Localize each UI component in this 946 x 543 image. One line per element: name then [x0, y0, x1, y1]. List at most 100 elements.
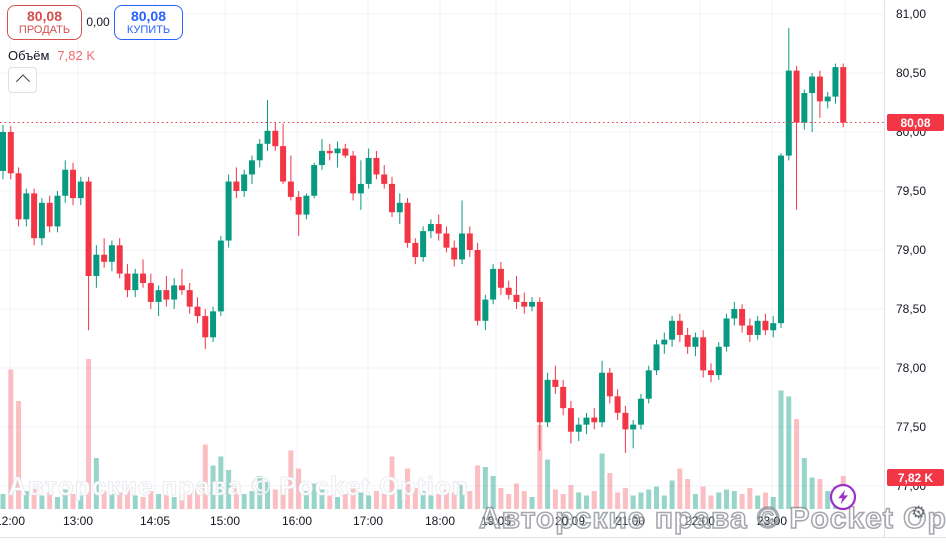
- candle-body: [529, 301, 536, 307]
- volume-bar: [529, 497, 535, 509]
- volume-bar: [124, 489, 130, 509]
- candle-body: [404, 202, 411, 243]
- time-axis-label: 16:00: [282, 514, 312, 528]
- gear-icon[interactable]: ⚙: [911, 503, 927, 522]
- time-axis-label: 19:05: [481, 514, 511, 528]
- volume-bar: [373, 491, 379, 509]
- candle-body: [653, 344, 660, 371]
- volume-bar: [8, 369, 14, 509]
- candle-body: [606, 372, 613, 397]
- time-axis-label: 20:09: [555, 514, 585, 528]
- volume-bar: [86, 359, 92, 509]
- volume-bar: [249, 491, 255, 509]
- candle-body: [816, 76, 823, 102]
- volume-bar: [568, 485, 574, 509]
- candle-body: [31, 193, 38, 239]
- volume-bar: [47, 492, 53, 509]
- candle-body: [241, 174, 248, 191]
- volume-bar: [801, 458, 807, 509]
- volume-bar: [677, 468, 683, 509]
- candle-body: [840, 67, 847, 123]
- volume-bar: [296, 468, 302, 509]
- candle-body: [552, 379, 559, 387]
- candle-body: [731, 309, 738, 319]
- price-axis-label: 78,50: [896, 302, 926, 316]
- candle-body: [272, 130, 279, 147]
- volume-bar: [607, 473, 613, 509]
- volume-bar: [39, 495, 45, 509]
- volume-bar: [762, 492, 768, 509]
- volume-bar: [405, 468, 411, 509]
- candle-body: [124, 273, 131, 291]
- candle-body: [155, 290, 162, 302]
- candle-body: [210, 311, 217, 338]
- volume-bar: [218, 456, 224, 509]
- candle-body: [54, 195, 61, 227]
- volume-bar: [724, 489, 730, 509]
- sell-button[interactable]: 80,08 ПРОДАТЬ: [7, 5, 82, 40]
- volume-bar: [490, 476, 496, 509]
- candle-body: [77, 181, 84, 199]
- candle-body: [645, 370, 652, 399]
- candle-body: [583, 417, 590, 425]
- volume-bar: [794, 419, 800, 509]
- volume-badge-value: 7,82 K: [898, 471, 934, 485]
- volume-bar: [179, 494, 185, 509]
- candle-body: [389, 183, 395, 213]
- volume-bar: [475, 465, 481, 509]
- volume-bar: [443, 489, 449, 509]
- volume-bar: [591, 491, 597, 509]
- volume-bar: [747, 488, 753, 509]
- volume-bar: [265, 482, 271, 509]
- candle-body: [225, 181, 232, 241]
- current-price-badge-value: 80,08: [900, 116, 930, 130]
- volume-bar: [62, 489, 68, 509]
- candle-body: [15, 173, 22, 220]
- lightning-icon[interactable]: [829, 483, 857, 516]
- candle-body: [248, 160, 255, 175]
- candle-body: [46, 202, 53, 227]
- candle-body: [396, 202, 403, 213]
- candle-body: [70, 169, 77, 199]
- volume-bar: [233, 488, 239, 509]
- volume-bar: [78, 495, 84, 509]
- candle-body: [93, 254, 100, 276]
- candle-body: [793, 70, 800, 123]
- time-axis-label: 13:00: [63, 514, 93, 528]
- candle-body: [311, 165, 318, 196]
- price-axis-label: 81,00: [896, 7, 926, 21]
- candle-body: [451, 247, 458, 260]
- volume-bar: [23, 491, 29, 509]
- candle-body: [599, 372, 606, 423]
- candle-body: [357, 183, 364, 194]
- volume-bar: [545, 459, 551, 509]
- candle-body: [443, 233, 450, 248]
- volume-bar: [358, 492, 364, 509]
- volume-bar: [226, 470, 232, 509]
- candle-body: [630, 424, 637, 430]
- candle-body: [497, 268, 504, 288]
- volume-bar: [786, 396, 792, 509]
- candle-body: [108, 245, 115, 262]
- volume-bar: [599, 453, 605, 509]
- volume-bar: [716, 492, 722, 509]
- candle-body: [365, 157, 372, 184]
- volume-bar: [739, 494, 745, 509]
- buy-button[interactable]: 80,08 КУПИТЬ: [114, 5, 183, 40]
- candle-body: [521, 301, 528, 307]
- time-axis-label: 22:00: [685, 514, 715, 528]
- payout-value: 0,00: [86, 15, 110, 29]
- sell-label: ПРОДАТЬ: [18, 24, 71, 37]
- candle-body: [513, 294, 520, 302]
- candle-body: [762, 320, 769, 331]
- candle-body: [723, 318, 730, 347]
- buy-price: 80,08: [130, 8, 167, 25]
- candle-body: [373, 157, 380, 175]
- candle-body: [661, 339, 668, 345]
- candle-body: [412, 242, 419, 258]
- candle-body: [233, 181, 240, 191]
- volume-value: 7,82 K: [57, 48, 96, 63]
- volume-bar: [202, 444, 208, 509]
- collapse-indicator-button[interactable]: [8, 67, 37, 93]
